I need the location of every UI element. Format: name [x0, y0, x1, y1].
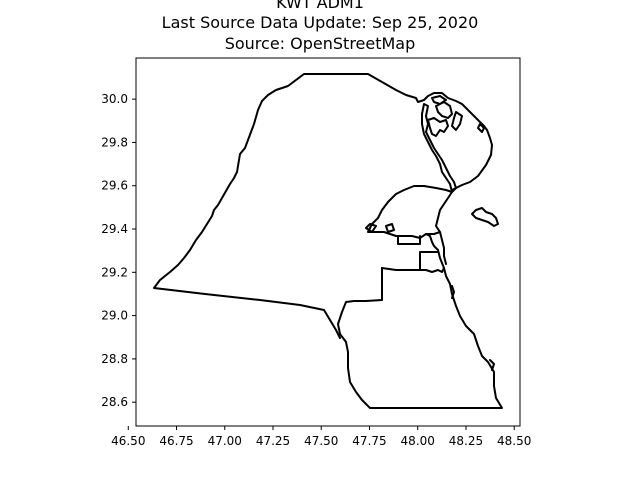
- x-tick-label: 47.00: [208, 434, 242, 448]
- y-tick-label: 30.0: [101, 92, 128, 106]
- y-tick-label: 29.2: [101, 265, 128, 279]
- region-boundary-inner-link: [335, 267, 383, 339]
- y-tick-label: 29.4: [101, 222, 128, 236]
- y-tick-label: 28.6: [101, 395, 128, 409]
- region-boundary-bubiyan: [421, 103, 457, 193]
- x-tick-label: 47.75: [352, 434, 386, 448]
- x-tick-label: 46.50: [111, 434, 145, 448]
- y-tick-label: 29.8: [101, 135, 128, 149]
- island-small-east: [477, 123, 485, 133]
- x-tick-label: 48.00: [401, 434, 435, 448]
- coast-ahmadi-jitter: [439, 231, 495, 371]
- admin-boundaries: [153, 73, 503, 409]
- island-cluster-north: [427, 95, 463, 137]
- x-tick-label: 48.25: [449, 434, 483, 448]
- region-boundary-farwaniya: [381, 233, 445, 273]
- map-subtitle-source: Source: OpenStreetMap: [224, 34, 416, 53]
- island-small-bay: [365, 223, 395, 233]
- x-tick-label: 47.50: [304, 434, 338, 448]
- y-axis: 28.6 28.8 29.0 29.2 29.4 29.6 29.8 30.0: [101, 92, 136, 409]
- region-boundary-mubarak-al-kabeer: [419, 251, 439, 271]
- y-tick-label: 28.8: [101, 352, 128, 366]
- map-subtitle-update: Last Source Data Update: Sep 25, 2020: [161, 13, 479, 32]
- y-tick-label: 29.0: [101, 309, 128, 323]
- region-boundary-al-ahmadi: [337, 267, 503, 409]
- x-axis: 46.50 46.75 47.00 47.25 47.50 47.75 48.00 48.25…: [111, 426, 531, 448]
- x-tick-label: 47.25: [256, 434, 290, 448]
- region-boundary-capital: [367, 185, 453, 239]
- x-tick-label: 46.75: [159, 434, 193, 448]
- y-tick-label: 29.6: [101, 179, 128, 193]
- x-tick-label: 48.50: [497, 434, 531, 448]
- axes-frame: [135, 57, 521, 427]
- island-failaka: [471, 207, 499, 227]
- map-title: KWT ADM1: [276, 0, 364, 12]
- region-boundary-hawalli: [397, 235, 421, 245]
- region-boundary-al-jahra: [153, 73, 493, 331]
